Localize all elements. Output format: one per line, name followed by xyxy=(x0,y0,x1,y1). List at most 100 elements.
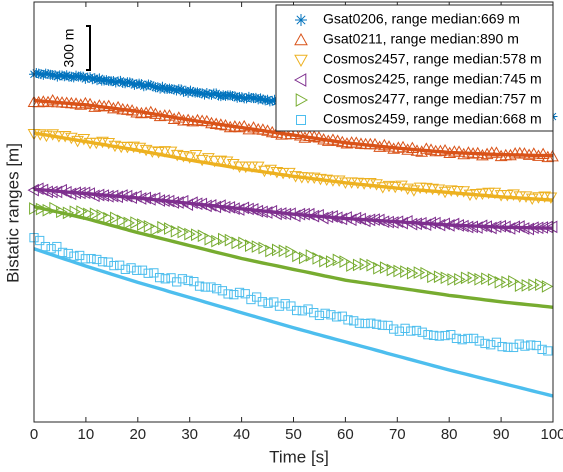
x-tick-label: 100 xyxy=(540,426,563,443)
data-point xyxy=(49,201,61,215)
data-point xyxy=(463,333,473,344)
data-point xyxy=(83,97,97,110)
data-point xyxy=(471,221,483,234)
data-point xyxy=(234,287,245,298)
data-point xyxy=(349,211,362,225)
data-point xyxy=(447,273,459,286)
data-point xyxy=(454,272,466,286)
data-point xyxy=(83,137,97,150)
data-point xyxy=(31,68,42,79)
y-axis-label: Bistatic ranges [m] xyxy=(3,143,22,283)
data-point xyxy=(503,342,513,352)
data-point xyxy=(481,272,493,286)
data-point xyxy=(452,219,464,232)
data-point xyxy=(440,330,450,341)
data-point xyxy=(265,244,277,258)
data-point xyxy=(410,217,422,231)
data-point xyxy=(537,344,547,355)
data-point xyxy=(143,79,154,90)
data-point xyxy=(243,91,254,102)
data-point xyxy=(69,205,82,219)
legend-entry: Cosmos2459, range median:668 m xyxy=(323,111,542,127)
data-point xyxy=(61,70,72,81)
data-point xyxy=(419,218,432,232)
data-point xyxy=(406,326,416,336)
data-point xyxy=(218,232,230,246)
data-point xyxy=(467,271,480,285)
data-point xyxy=(438,186,452,199)
series-5 xyxy=(29,201,554,309)
data-point xyxy=(490,146,503,158)
data-point xyxy=(429,330,439,341)
data-point xyxy=(208,155,221,168)
data-point xyxy=(252,292,262,302)
data-point xyxy=(500,190,514,202)
data-point xyxy=(278,244,291,258)
data-point xyxy=(373,140,387,152)
data-point xyxy=(46,185,58,199)
data-point xyxy=(113,76,124,87)
data-point xyxy=(101,75,112,86)
x-axis: 0 10 20 30 40 50 60 70 80 90 100 xyxy=(30,2,563,443)
data-point xyxy=(377,320,387,330)
data-point xyxy=(326,210,338,223)
data-point xyxy=(52,131,66,143)
data-point xyxy=(71,135,84,148)
data-point xyxy=(35,202,48,216)
data-point xyxy=(360,318,370,329)
data-point xyxy=(522,148,536,160)
data-point xyxy=(255,93,266,104)
legend-entry: Cosmos2425, range median:745 m xyxy=(323,71,542,87)
data-point xyxy=(346,259,358,272)
data-point xyxy=(163,109,176,121)
data-point xyxy=(321,210,334,224)
data-point xyxy=(488,187,502,200)
data-point xyxy=(366,318,376,328)
data-point xyxy=(532,192,545,204)
data-point xyxy=(232,92,243,103)
data-point xyxy=(260,95,271,106)
data-point xyxy=(494,190,508,202)
fit-line-6 xyxy=(33,247,554,398)
data-point xyxy=(103,211,115,225)
data-point xyxy=(132,265,142,275)
data-point xyxy=(123,216,135,230)
data-point xyxy=(245,161,259,173)
data-point xyxy=(172,111,186,123)
data-point xyxy=(63,248,73,259)
data-point xyxy=(298,131,312,143)
series-4 xyxy=(27,182,558,236)
data-point xyxy=(389,324,399,334)
data-point xyxy=(261,206,273,219)
data-point xyxy=(282,167,296,180)
data-point xyxy=(225,90,236,101)
data-point xyxy=(109,260,119,271)
data-point xyxy=(201,88,212,99)
data-point xyxy=(52,241,62,252)
data-point xyxy=(160,274,170,284)
data-point xyxy=(32,182,44,196)
data-point xyxy=(258,165,271,178)
data-point xyxy=(405,217,418,231)
data-point xyxy=(220,156,234,168)
data-point xyxy=(144,193,156,206)
data-point xyxy=(319,254,331,268)
data-point xyxy=(297,306,307,316)
data-point xyxy=(289,209,301,223)
data-point xyxy=(64,187,77,201)
data-point xyxy=(298,251,311,265)
data-point xyxy=(391,141,405,153)
data-point xyxy=(202,153,215,165)
data-point xyxy=(263,298,273,308)
data-point xyxy=(42,203,55,217)
x-tick-label: 30 xyxy=(181,426,198,443)
data-point xyxy=(218,200,231,214)
data-point xyxy=(141,80,152,91)
data-point xyxy=(466,220,478,234)
data-point xyxy=(396,216,408,230)
data-point xyxy=(521,279,534,292)
data-point xyxy=(340,137,354,149)
data-point xyxy=(242,123,256,135)
data-point xyxy=(57,247,68,258)
